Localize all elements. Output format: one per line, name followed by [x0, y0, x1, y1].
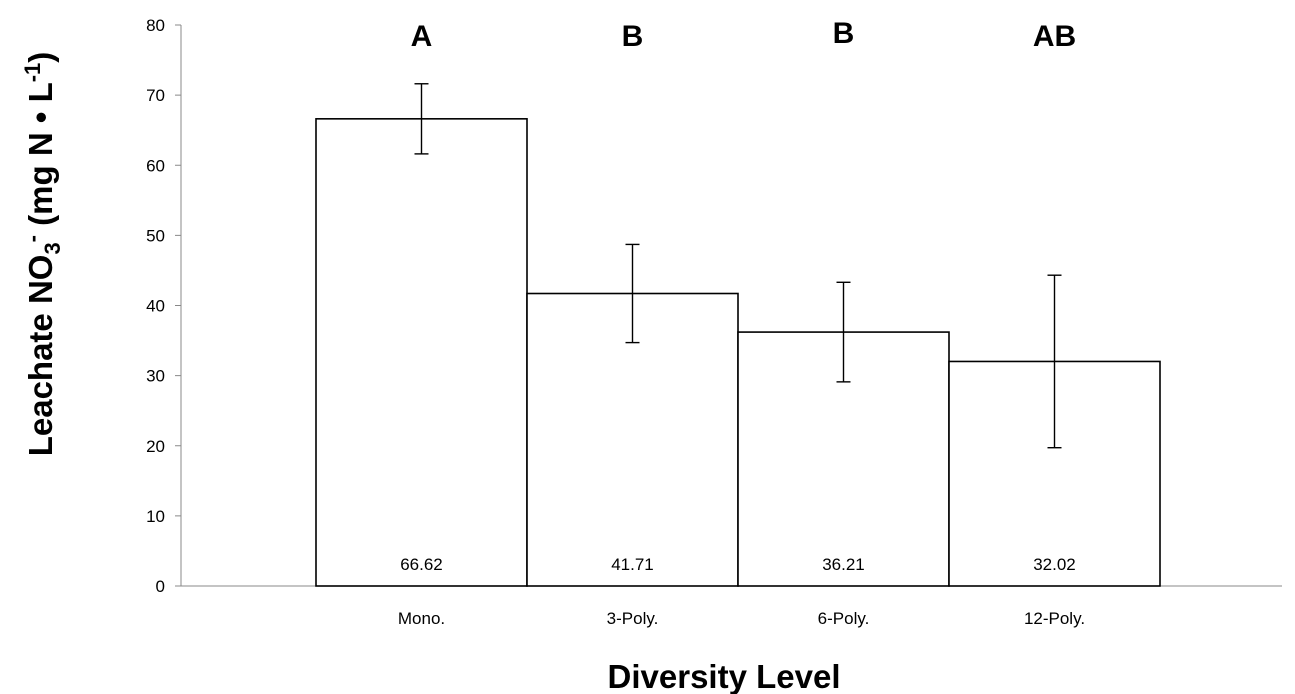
bars	[315, 118, 1161, 587]
y-axis-title-subscript: 3	[40, 242, 65, 254]
x-axis-title: Diversity Level	[608, 658, 841, 694]
significance-label: AB	[1033, 20, 1076, 53]
y-axis-title-part1: Leachate NO	[22, 255, 59, 457]
y-tick-label: 60	[146, 156, 165, 175]
significance-label: B	[833, 17, 855, 50]
data-label: 36.21	[822, 555, 865, 574]
y-axis-title-part3: )	[22, 52, 59, 63]
y-axis-title-superscript-2: -1	[20, 63, 45, 83]
y-tick-label: 40	[146, 297, 165, 316]
y-tick-label: 50	[146, 226, 165, 245]
x-tick-label: Mono.	[398, 609, 445, 628]
x-tick-label: 3-Poly.	[607, 609, 659, 628]
error-bars	[414, 83, 1062, 449]
significance-label: B	[622, 20, 644, 53]
labels: 66.62 Mono. A 41.71 3-Poly. B 36.21 6-Poly. B 32.…	[398, 17, 1085, 628]
data-label: 41.71	[611, 555, 654, 574]
x-tick-label: 6-Poly.	[818, 609, 870, 628]
data-label: 66.62	[400, 555, 443, 574]
y-tick-label: 30	[146, 367, 165, 386]
y-axis-title: Leachate NO3- (mg N • L-1)	[20, 52, 65, 457]
y-tick-label: 0	[156, 577, 165, 596]
y-axis-title-superscript: -	[20, 235, 45, 242]
significance-label: A	[411, 20, 433, 53]
bar	[315, 118, 528, 587]
y-axis-title-part2: (mg N • L	[22, 82, 59, 235]
y-tick-label: 80	[146, 16, 165, 35]
y-tick-label: 20	[146, 437, 165, 456]
y-tick-label: 10	[146, 507, 165, 526]
data-label: 32.02	[1033, 555, 1076, 574]
y-tick-label: 70	[146, 86, 165, 105]
y-ticks: 0 10 20 30 40 50 60 70 80	[146, 16, 181, 596]
x-tick-label: 12-Poly.	[1024, 609, 1085, 628]
